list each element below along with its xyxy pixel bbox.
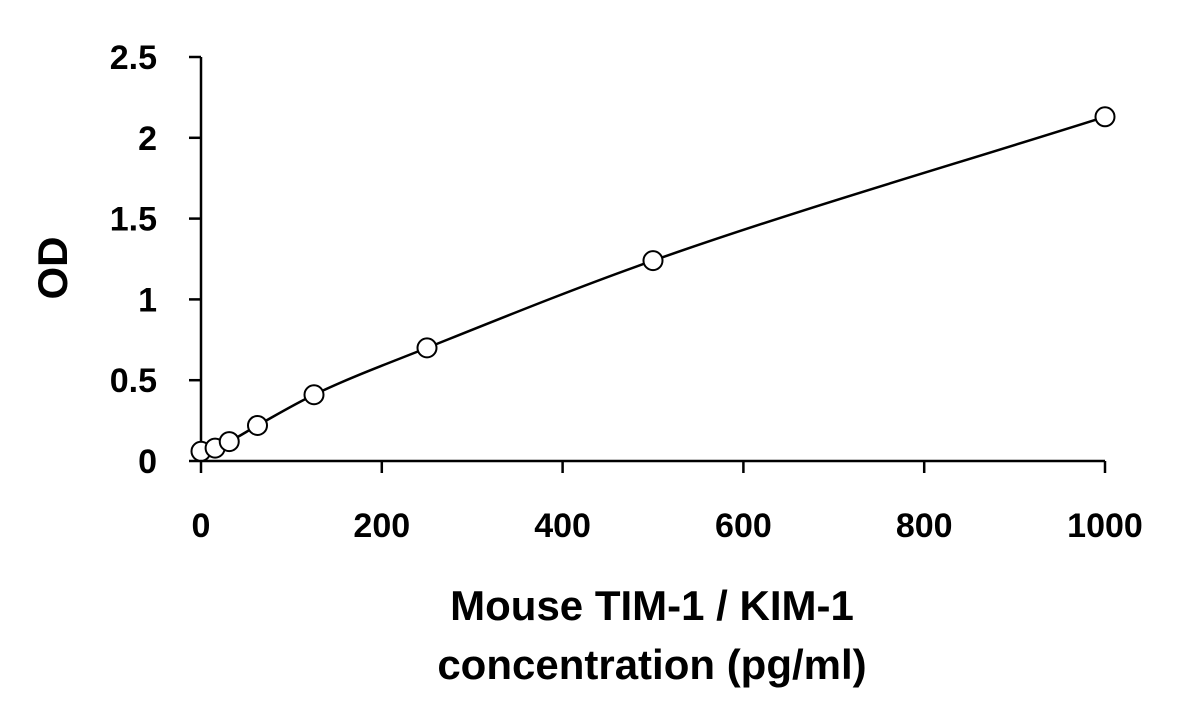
- ticks: [189, 55, 1107, 473]
- y-tick-label: 0.5: [110, 362, 157, 400]
- y-tick-label: 1.5: [110, 201, 157, 239]
- tick-labels: 0 0.5 1 1.5 2 2.5 0 200 400 600 800 1000: [110, 39, 1143, 545]
- x-tick-label: 400: [534, 507, 591, 545]
- x-tick-label: 800: [896, 507, 953, 545]
- x-axis-title-line: concentration (pg/ml): [437, 641, 866, 688]
- y-axis-title: OD: [29, 237, 76, 300]
- axes: [199, 57, 1105, 463]
- x-tick-label: 200: [353, 507, 410, 545]
- data-point: [642, 250, 664, 272]
- y-tick-label: 2.5: [110, 39, 157, 77]
- fit-curve-layer: [200, 115, 1106, 453]
- x-tick-label: 0: [192, 507, 211, 545]
- data-points: [190, 106, 1116, 462]
- y-tick-label: 1: [138, 281, 157, 319]
- fit-curve: [200, 115, 1106, 453]
- x-tick-label: 1000: [1067, 507, 1143, 545]
- y-tick-label: 0: [138, 443, 157, 481]
- data-point: [1094, 106, 1116, 128]
- x-tick-label: 600: [715, 507, 772, 545]
- data-point: [303, 384, 325, 406]
- axis-titles: OD Mouse TIM-1 / KIM-1 concentration (pg/m…: [29, 237, 867, 689]
- y-tick-label: 2: [138, 120, 157, 158]
- data-point: [247, 414, 268, 436]
- data-point: [218, 431, 240, 453]
- x-axis-title-line: Mouse TIM-1 / KIM-1: [450, 582, 854, 629]
- data-point: [416, 337, 438, 359]
